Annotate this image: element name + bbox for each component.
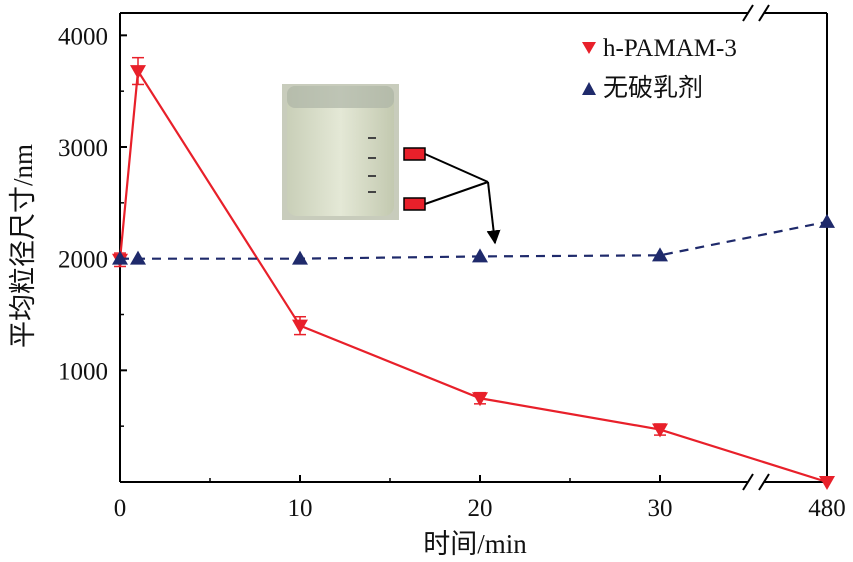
inset-beaker-rim — [287, 86, 394, 108]
data-point — [472, 392, 488, 407]
x-tick-label: 480 — [808, 495, 846, 522]
axis-break-mark — [758, 473, 770, 491]
inset-photo — [282, 84, 399, 220]
x-tick-label: 10 — [288, 495, 313, 522]
series-line-2 — [120, 220, 828, 260]
axis-break-mark — [742, 473, 754, 491]
legend-marker-up — [582, 82, 596, 95]
y-tick-label: 2000 — [58, 247, 108, 274]
data-point — [292, 319, 308, 334]
data-point — [130, 65, 146, 80]
data-point — [112, 250, 128, 265]
inset-pointer-line — [424, 153, 489, 183]
x-tick-label: 20 — [468, 495, 493, 522]
data-point — [819, 476, 835, 490]
x-axis-title: 时间/min — [423, 529, 527, 559]
data-point — [472, 248, 488, 263]
x-axis-ticks: 0 10 20 30 480 — [114, 475, 846, 522]
data-point — [652, 247, 668, 262]
y-tick-label: 3000 — [58, 135, 108, 162]
x-tick-label: 0 — [114, 495, 127, 522]
legend-label-series-2: 无破乳剂 — [603, 74, 703, 102]
y-tick-label: 4000 — [58, 23, 108, 50]
legend-label-series-1: h-PAMAM-3 — [603, 35, 737, 62]
series-line-1 — [118, 67, 828, 484]
legend: h-PAMAM-3 无破乳剂 — [582, 35, 737, 102]
inset-marker-lower — [403, 197, 426, 211]
data-point — [292, 250, 308, 265]
axis-break-mark — [742, 4, 754, 22]
data-point — [652, 423, 668, 438]
x-tick-label: 30 — [648, 495, 673, 522]
y-tick-label: 1000 — [58, 358, 108, 385]
inset-marker-upper — [403, 147, 426, 161]
inset-beaker-body — [287, 86, 394, 216]
y-axis-title: 平均粒径尺寸/nm — [8, 144, 38, 348]
axis-break-mark — [758, 4, 770, 22]
data-point — [130, 250, 146, 265]
data-point — [819, 213, 835, 228]
plot-frame — [119, 4, 828, 491]
y-axis-ticks: 1000 2000 3000 4000 — [58, 23, 127, 427]
series-layer — [112, 56, 835, 490]
inset-pointer-arrow — [486, 181, 501, 245]
legend-marker-down — [582, 42, 596, 54]
inset-pointer-line — [424, 181, 489, 205]
